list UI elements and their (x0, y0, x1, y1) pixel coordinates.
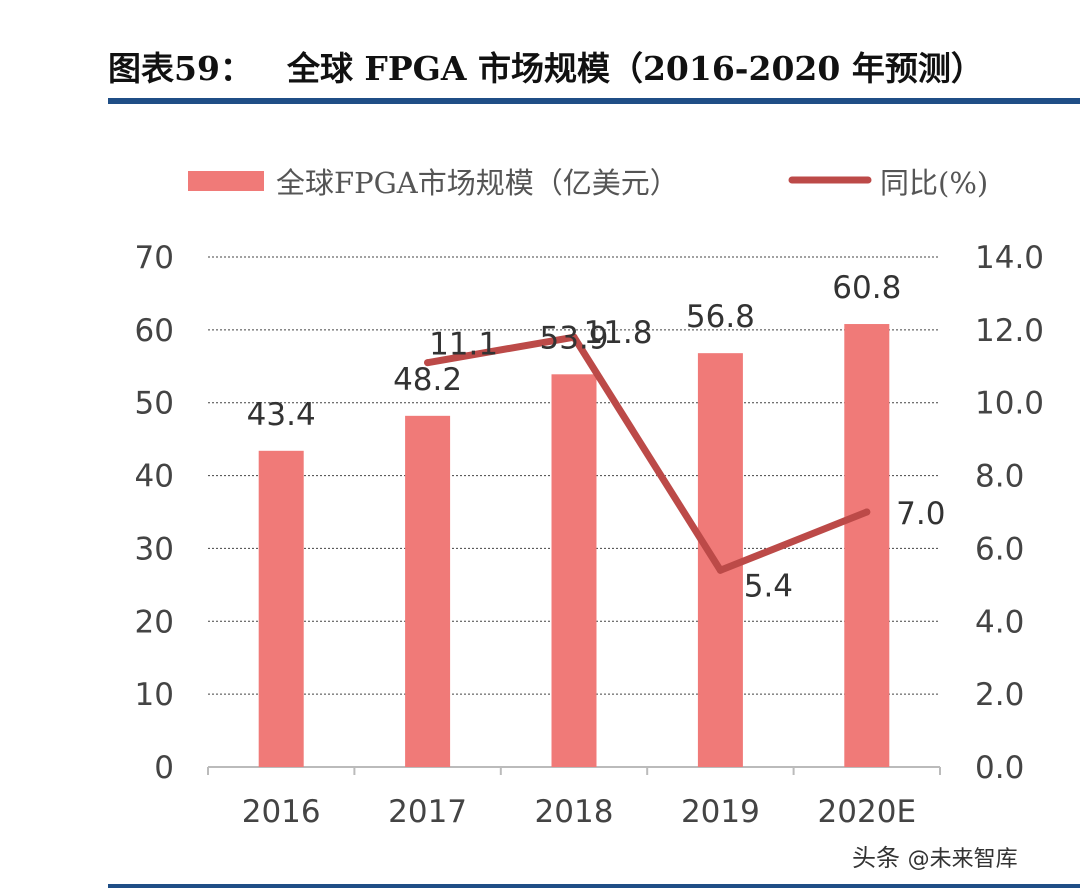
legend-label-market-size: 全球FPGA市场规模（亿美元） (276, 166, 679, 200)
line-value-label: 7.0 (896, 496, 945, 532)
figure-number: 图表59： (108, 49, 253, 88)
bar (844, 324, 890, 767)
left-axis-tick-label: 10 (135, 677, 174, 713)
left-axis-tick-label: 40 (135, 459, 174, 495)
data-labels: 43.4 48.2 53.9 56.8 60.8 11.1 11.8 5.4 7.0 (247, 270, 946, 604)
line-point (863, 508, 871, 516)
bar (697, 353, 743, 767)
right-axis-tick-label: 10.0 (975, 386, 1044, 422)
right-axis-tick-label: 0.0 (975, 750, 1024, 786)
bar (551, 374, 597, 767)
right-axis-tick-label: 14.0 (975, 240, 1044, 276)
legend-label-yoy: 同比(%) (880, 166, 988, 200)
yoy-line (424, 333, 871, 574)
watermark-account: @未来智库 (907, 847, 1018, 872)
left-axis-tick-label: 50 (135, 386, 174, 422)
line-value-label: 11.8 (583, 315, 652, 351)
right-axis-tick-label: 6.0 (975, 531, 1024, 567)
left-axis-tick-label: 0 (154, 750, 174, 786)
x-axis-tick-label: 2016 (242, 794, 321, 830)
x-axis-tick-label: 2019 (681, 794, 760, 830)
right-axis-tick-label: 8.0 (975, 459, 1024, 495)
bar-value-label: 60.8 (832, 270, 901, 306)
left-axis-tick-label: 70 (135, 240, 174, 276)
right-axis-tick-label: 4.0 (975, 604, 1024, 640)
right-axis-tick-label: 12.0 (975, 313, 1044, 349)
bar-value-label: 48.2 (393, 362, 462, 398)
bar (405, 415, 451, 767)
left-axis-tick-label: 20 (135, 604, 174, 640)
bars (258, 324, 890, 767)
left-axis-tick-label: 60 (135, 313, 174, 349)
line-value-label: 5.4 (744, 568, 793, 604)
line-series (424, 333, 871, 574)
x-axis-tick-label: 2018 (535, 794, 614, 830)
watermark: 头条 @未来智库 (852, 838, 1018, 873)
bar (258, 450, 304, 767)
left-axis-tick-label: 30 (135, 531, 174, 567)
watermark-platform: 头条 (852, 844, 900, 872)
chart-title: 图表59： 全球 FPGA 市场规模（2016-2020 年预测） (108, 42, 984, 90)
line-point (716, 566, 724, 574)
line-point (570, 333, 578, 341)
bar-value-label: 43.4 (247, 397, 316, 433)
line-point (424, 359, 432, 367)
line-value-label: 11.1 (429, 327, 498, 363)
right-axis-tick-label: 2.0 (975, 677, 1024, 713)
x-axis-tick-label: 2020E (818, 794, 916, 830)
top-rule (108, 98, 1080, 104)
bar-value-label: 56.8 (686, 299, 755, 335)
bar-value-label: 53.9 (539, 320, 608, 356)
bottom-rule (108, 884, 1080, 888)
legend: 全球FPGA市场规模（亿美元） 同比(%) (188, 166, 988, 200)
figure-title: 全球 FPGA 市场规模（2016-2020 年预测） (286, 49, 984, 88)
axes: 0 10 20 30 40 50 60 70 0.0 2.0 4.0 6.0 8.0 10.0 12.0 14… (135, 240, 1044, 830)
legend-swatch-market-size (188, 171, 264, 191)
x-axis-tick-label: 2017 (388, 794, 467, 830)
